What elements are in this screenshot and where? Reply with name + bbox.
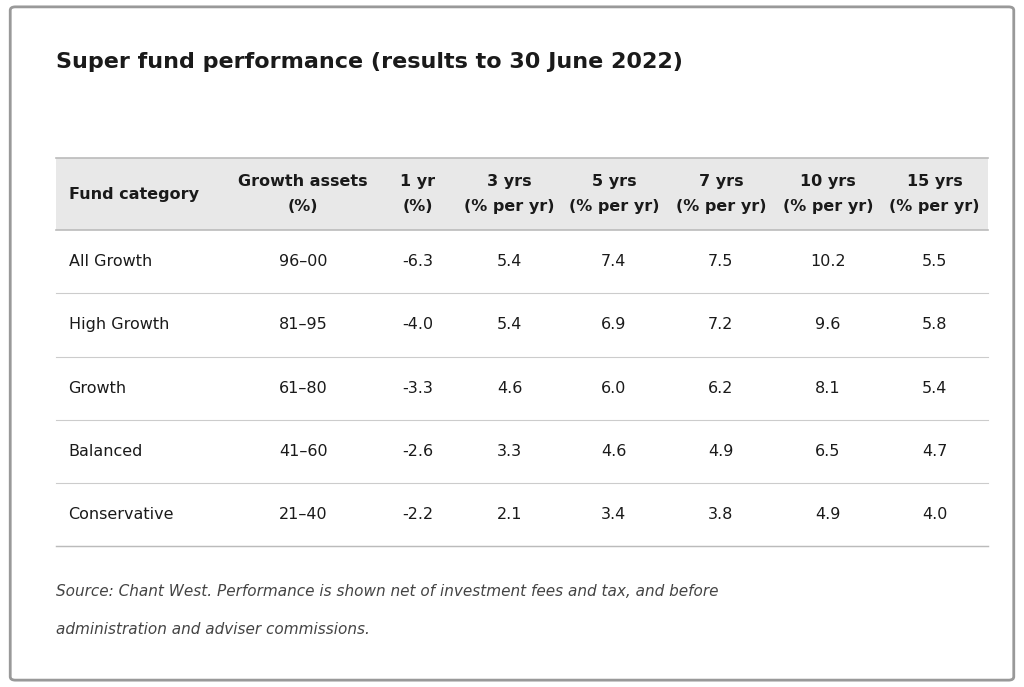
Text: 5.8: 5.8 [922, 317, 947, 333]
Text: 5.4: 5.4 [497, 317, 522, 333]
Text: 7.5: 7.5 [709, 254, 733, 269]
Text: 6.0: 6.0 [601, 381, 627, 396]
Text: All Growth: All Growth [69, 254, 152, 269]
Text: 7.4: 7.4 [601, 254, 627, 269]
Text: (%): (%) [402, 199, 433, 214]
Text: (%): (%) [288, 199, 318, 214]
Text: 41–60: 41–60 [279, 444, 328, 459]
Text: administration and adviser commissions.: administration and adviser commissions. [56, 622, 371, 637]
Text: 3.4: 3.4 [601, 507, 627, 522]
Text: 6.2: 6.2 [709, 381, 733, 396]
Text: 4.6: 4.6 [497, 381, 522, 396]
Text: Super fund performance (results to 30 June 2022): Super fund performance (results to 30 Ju… [56, 52, 683, 71]
Text: 8.1: 8.1 [815, 381, 841, 396]
Text: 96–00: 96–00 [279, 254, 328, 269]
Text: 81–95: 81–95 [279, 317, 328, 333]
Text: 4.9: 4.9 [815, 507, 841, 522]
Text: 7 yrs: 7 yrs [698, 174, 743, 189]
Text: 10.2: 10.2 [810, 254, 846, 269]
Text: (% per yr): (% per yr) [676, 199, 766, 214]
Text: 4.6: 4.6 [601, 444, 627, 459]
Text: Source: Chant West. Performance is shown net of investment fees and tax, and bef: Source: Chant West. Performance is shown… [56, 584, 719, 599]
Text: 9.6: 9.6 [815, 317, 841, 333]
Text: -3.3: -3.3 [402, 381, 433, 396]
Text: 5.5: 5.5 [922, 254, 947, 269]
Text: 10 yrs: 10 yrs [800, 174, 856, 189]
Text: 5 yrs: 5 yrs [592, 174, 636, 189]
Text: 6.5: 6.5 [815, 444, 841, 459]
Text: Conservative: Conservative [69, 507, 174, 522]
Text: -6.3: -6.3 [402, 254, 433, 269]
Text: -2.6: -2.6 [402, 444, 433, 459]
Text: 6.9: 6.9 [601, 317, 627, 333]
Text: 4.0: 4.0 [922, 507, 947, 522]
Text: Growth assets: Growth assets [239, 174, 368, 189]
Text: 21–40: 21–40 [279, 507, 328, 522]
Text: -4.0: -4.0 [402, 317, 433, 333]
Text: Fund category: Fund category [69, 187, 199, 201]
Text: 3.3: 3.3 [497, 444, 522, 459]
Text: 5.4: 5.4 [497, 254, 522, 269]
Text: (% per yr): (% per yr) [568, 199, 659, 214]
Text: 15 yrs: 15 yrs [907, 174, 963, 189]
Text: Balanced: Balanced [69, 444, 143, 459]
Text: 3 yrs: 3 yrs [487, 174, 531, 189]
Text: 4.9: 4.9 [709, 444, 733, 459]
Text: (% per yr): (% per yr) [890, 199, 980, 214]
Text: 2.1: 2.1 [497, 507, 522, 522]
Text: -2.2: -2.2 [402, 507, 433, 522]
Text: Growth: Growth [69, 381, 127, 396]
Text: 5.4: 5.4 [922, 381, 947, 396]
Text: 4.7: 4.7 [922, 444, 947, 459]
Text: 3.8: 3.8 [709, 507, 733, 522]
Text: 7.2: 7.2 [709, 317, 733, 333]
Text: 61–80: 61–80 [279, 381, 328, 396]
Text: 1 yr: 1 yr [400, 174, 435, 189]
Text: High Growth: High Growth [69, 317, 169, 333]
Text: (% per yr): (% per yr) [464, 199, 555, 214]
Text: (% per yr): (% per yr) [782, 199, 873, 214]
